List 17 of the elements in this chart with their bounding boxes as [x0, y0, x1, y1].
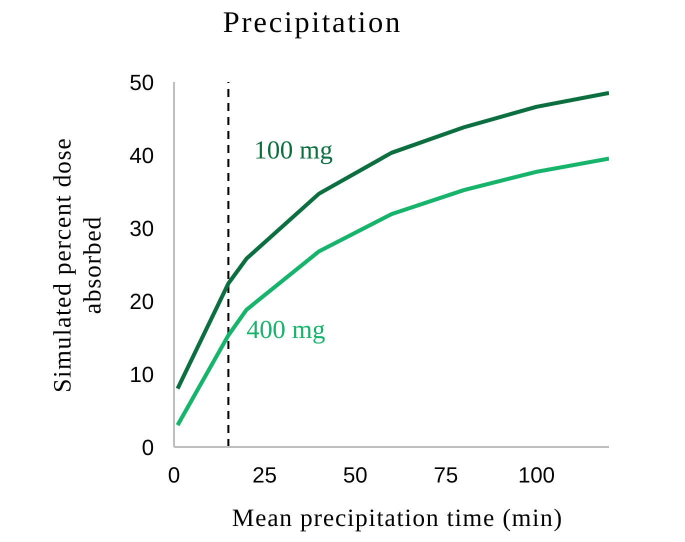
x-tick-label: 25	[252, 462, 277, 488]
x-tick-label: 100	[518, 462, 555, 488]
x-tick-label: 75	[434, 462, 458, 488]
y-axis-title: Simulated percent dose absorbed	[48, 136, 107, 394]
y-tick-label: 40	[130, 142, 154, 168]
x-axis-title: Mean precipitation time (min)	[231, 505, 564, 533]
y-tick-label: 10	[130, 362, 154, 387]
x-tick-label: 0	[168, 462, 180, 488]
y-tick-label: 20	[130, 288, 154, 314]
y-tick-label: 30	[130, 216, 154, 241]
line-series	[176, 90, 609, 391]
series-label: 100 mg	[254, 136, 333, 165]
series-label: 400 mg	[246, 314, 326, 344]
y-tick-label: 50	[130, 70, 154, 95]
chart-title: Precipitation	[222, 6, 404, 40]
x-tick-label: 50	[343, 462, 368, 488]
y-tick-label: 0	[142, 434, 154, 460]
